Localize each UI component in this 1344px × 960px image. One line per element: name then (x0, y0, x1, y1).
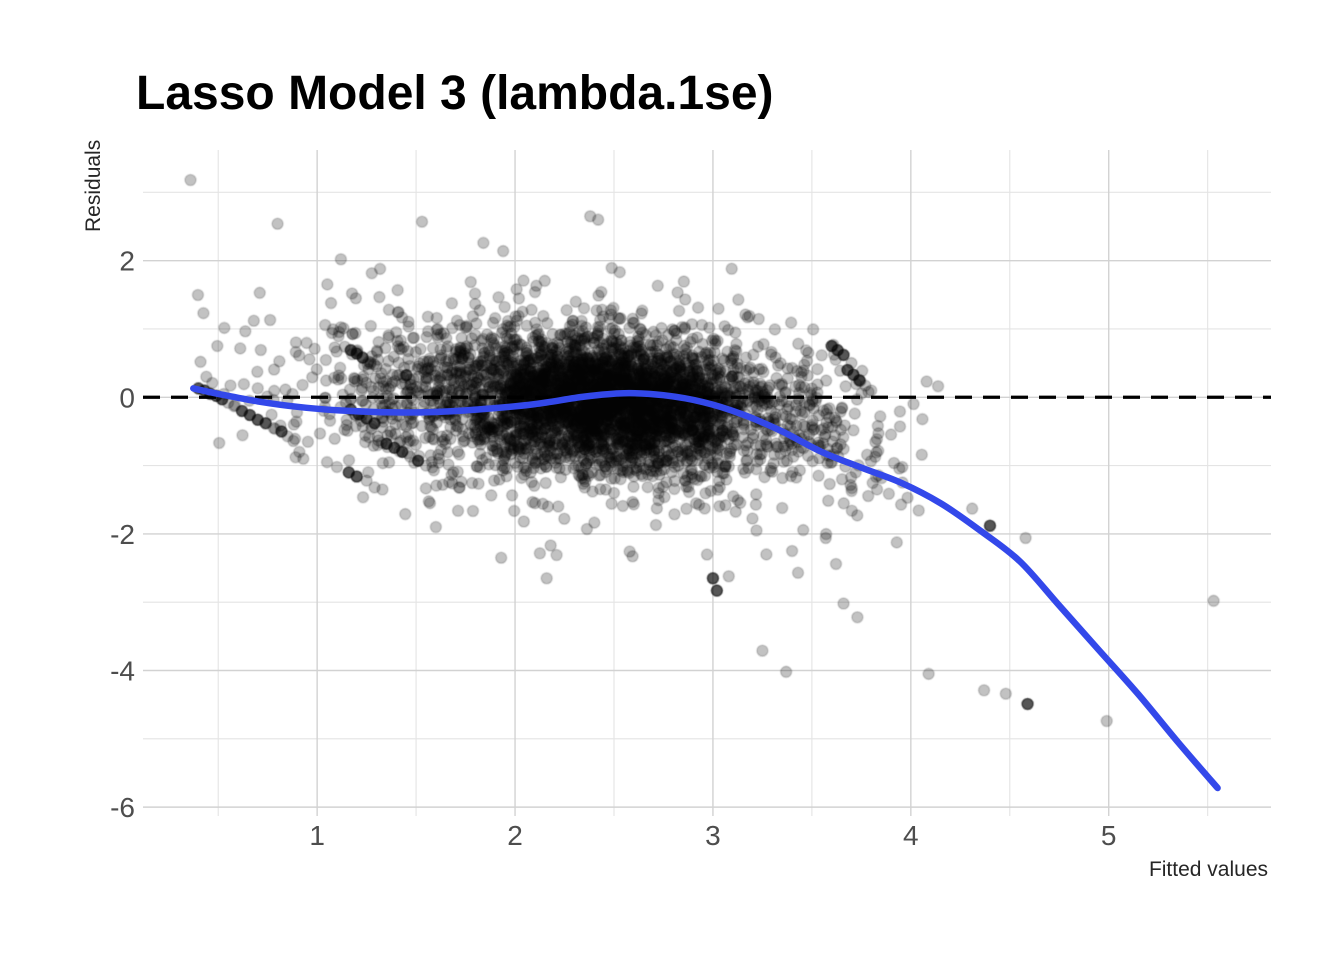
loess-smooth-line (190, 385, 1221, 792)
